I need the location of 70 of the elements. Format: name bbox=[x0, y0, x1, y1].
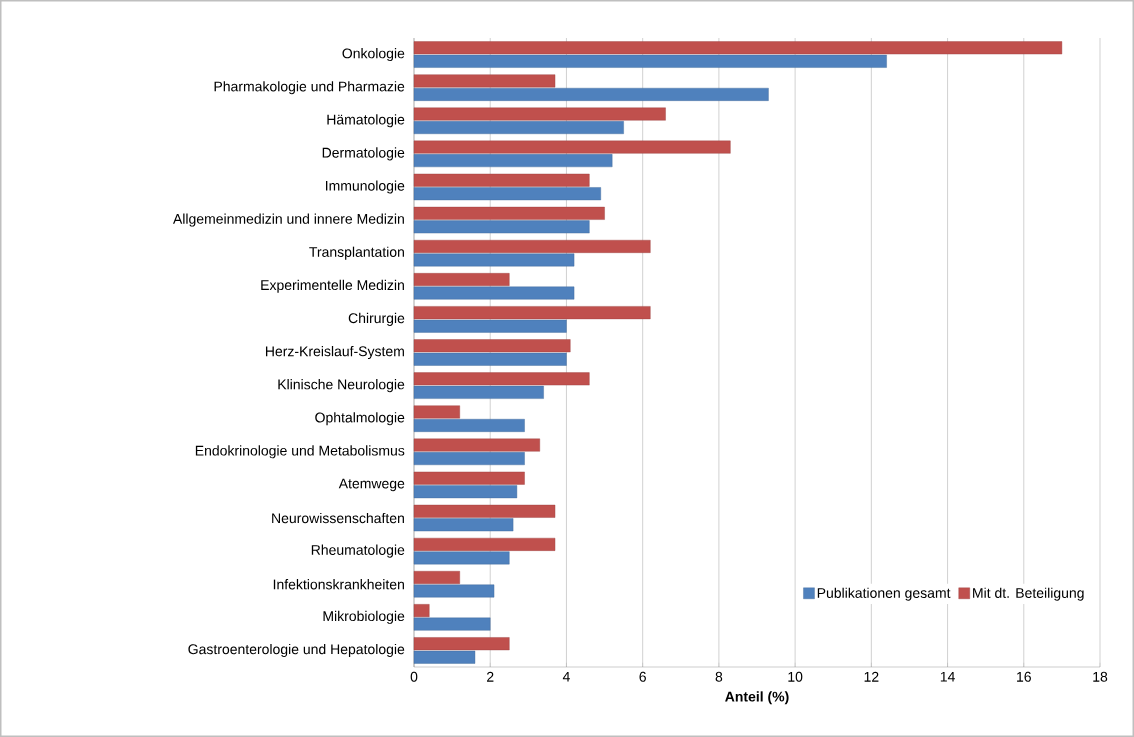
y-tick-label: Onkologie bbox=[342, 48, 405, 62]
bar bbox=[413, 206, 605, 220]
bar bbox=[413, 405, 460, 419]
bar bbox=[413, 154, 613, 168]
bar bbox=[413, 504, 556, 518]
bar bbox=[413, 339, 571, 353]
y-tick-label: Immunologie bbox=[326, 180, 405, 194]
y-tick-label: Infektionskrankheiten bbox=[273, 579, 404, 590]
y-tick-label: Transplantation bbox=[309, 246, 404, 260]
bar bbox=[413, 537, 556, 551]
x-tick-label: 16 bbox=[1017, 671, 1031, 682]
bar bbox=[413, 273, 510, 286]
bar bbox=[413, 306, 651, 320]
bar bbox=[413, 352, 567, 366]
bar bbox=[413, 286, 575, 300]
y-tick-label: Dermatologie bbox=[322, 147, 405, 161]
y-tick-label: Rheumatologie bbox=[311, 544, 405, 558]
y-tick-label: Klinische Neurologie bbox=[278, 379, 405, 393]
bar bbox=[413, 187, 601, 201]
x-tick-label: 18 bbox=[1093, 671, 1108, 682]
bar bbox=[413, 637, 510, 651]
y-tick-label: Endokrinologie und Metabolismus bbox=[195, 445, 405, 459]
bar bbox=[413, 107, 666, 121]
x-axis-title: Anteil (%) bbox=[725, 691, 789, 705]
bar bbox=[413, 54, 887, 68]
y-tick-label: Experimentelle Medizin bbox=[261, 279, 404, 293]
bar bbox=[413, 551, 510, 565]
bar bbox=[413, 41, 1063, 55]
x-tick-label: 2 bbox=[487, 671, 494, 682]
bar bbox=[413, 485, 518, 499]
bar bbox=[413, 452, 525, 466]
x-tick-label: 12 bbox=[864, 671, 879, 682]
bar bbox=[413, 239, 651, 253]
y-tick-label: Atemwege bbox=[338, 478, 405, 492]
bar bbox=[413, 319, 567, 333]
bar bbox=[413, 650, 476, 664]
bar bbox=[413, 518, 514, 532]
bar bbox=[413, 220, 590, 234]
x-tick-label: 8 bbox=[715, 671, 723, 682]
y-tick-label: Gastroenterologie und Hepatologie bbox=[188, 643, 405, 657]
y-tick-label: Herz-Kreislauf-System bbox=[265, 345, 404, 360]
bar bbox=[413, 121, 624, 134]
y-tick-label: Mikrobiologie bbox=[323, 610, 405, 624]
bar bbox=[413, 173, 590, 187]
legend-label: Publikationen gesamt bbox=[817, 587, 951, 601]
bar bbox=[413, 87, 769, 101]
legend-label: Mit dt. Beteiligung bbox=[973, 587, 1084, 601]
x-tick-label: 14 bbox=[940, 671, 955, 682]
y-tick-label: Chirurgie bbox=[348, 312, 405, 326]
y-tick-label: Pharmakologie und Pharmazie bbox=[214, 81, 405, 95]
bar bbox=[413, 385, 544, 399]
bar bbox=[413, 438, 540, 452]
bar bbox=[413, 471, 525, 485]
x-tick-label: 10 bbox=[788, 671, 803, 682]
y-tick-label: Hämatologie bbox=[327, 114, 405, 128]
bar bbox=[413, 253, 575, 267]
bar bbox=[413, 140, 731, 154]
bar bbox=[413, 617, 491, 631]
bar bbox=[413, 584, 495, 598]
bar bbox=[413, 604, 430, 618]
y-tick-label: Ophtalmologie bbox=[315, 412, 405, 426]
x-tick-label: 0 bbox=[410, 671, 418, 682]
x-tick-label: 4 bbox=[562, 671, 570, 682]
y-tick-label: Neurowissenschaften bbox=[272, 512, 404, 524]
bar bbox=[413, 74, 556, 88]
y-tick-label: Allgemeinmedizin und innere Medizin bbox=[173, 213, 404, 227]
bar bbox=[413, 571, 460, 584]
bar bbox=[413, 419, 525, 432]
bar bbox=[413, 372, 590, 386]
x-tick-label: 6 bbox=[639, 671, 646, 682]
